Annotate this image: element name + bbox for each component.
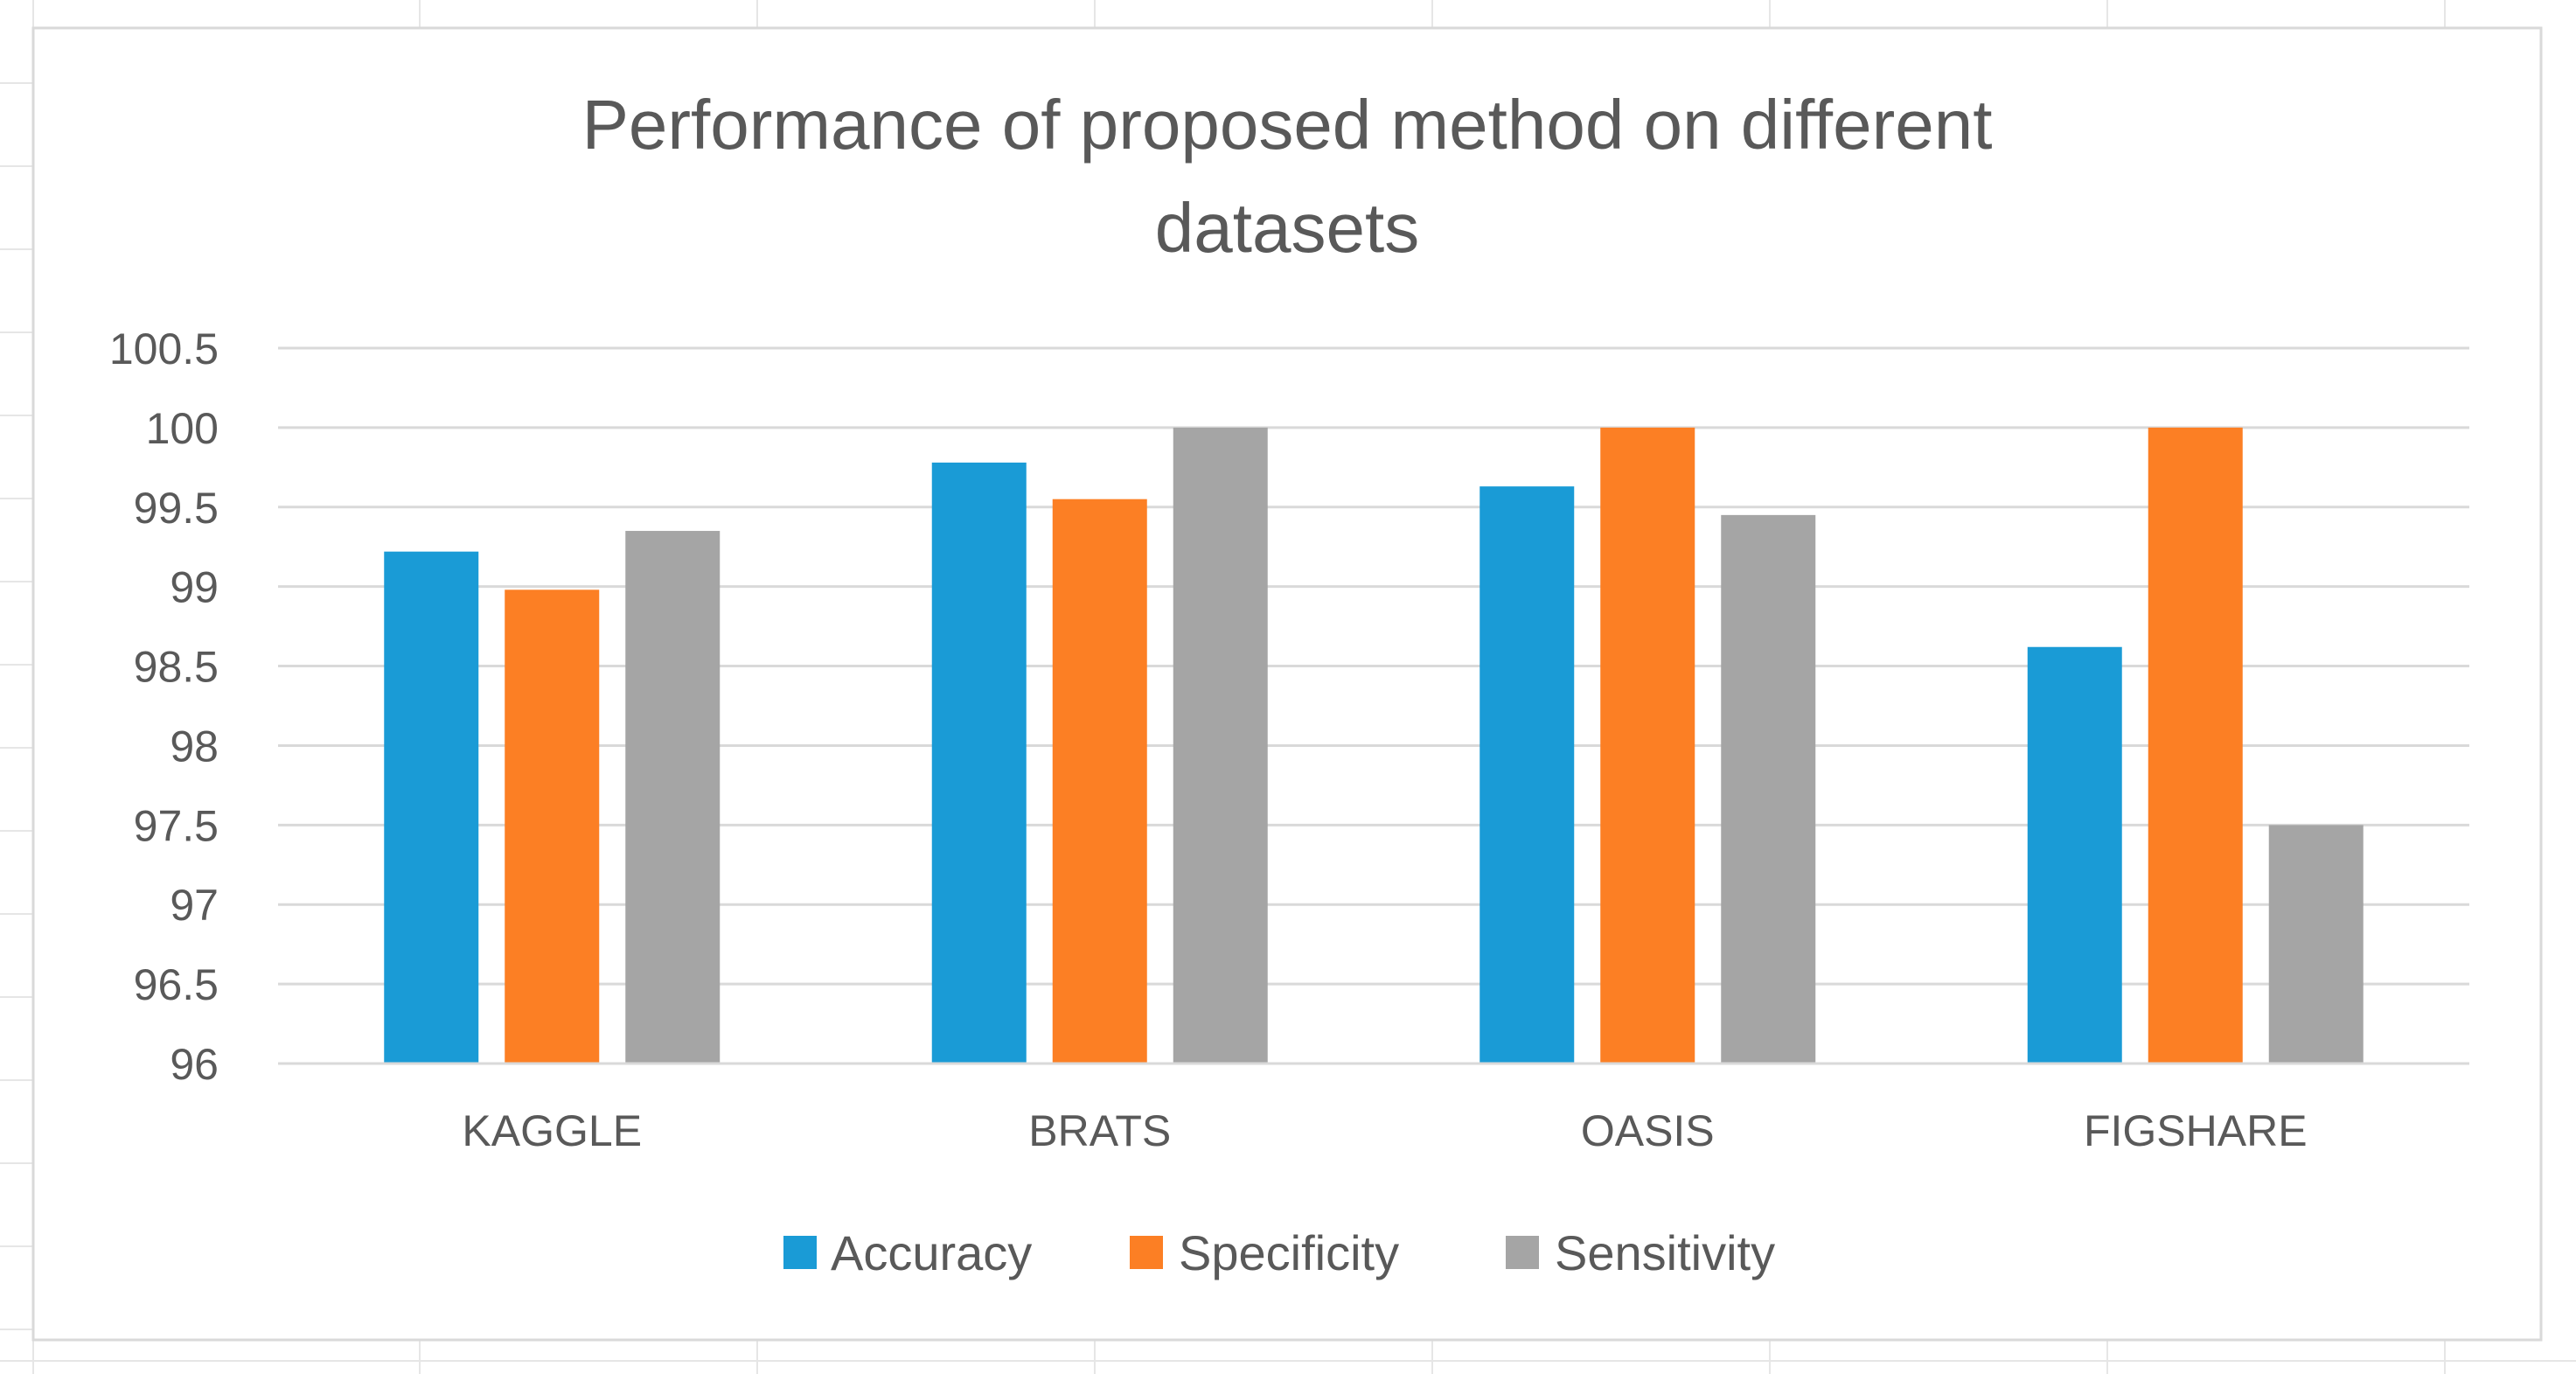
bar-accuracy-figshare[interactable] <box>2027 646 2122 1064</box>
bar-accuracy-oasis[interactable] <box>1479 486 1575 1064</box>
bar-accuracy-brats[interactable] <box>931 462 1027 1064</box>
y-tick-label: 96.5 <box>134 960 219 1009</box>
bar-specificity-brats[interactable] <box>1052 499 1147 1064</box>
x-category-label: OASIS <box>1581 1106 1715 1155</box>
legend-swatch-sensitivity[interactable] <box>1506 1236 1539 1269</box>
y-tick-label: 100.5 <box>109 324 219 373</box>
y-axis-tick-labels: 96 96.5 97 97.5 98 98.5 99 99.5 100 100.5 <box>109 324 219 1089</box>
bar-sensitivity-kaggle[interactable] <box>625 531 721 1064</box>
bar-sensitivity-oasis[interactable] <box>1721 514 1816 1064</box>
legend-label-specificity[interactable]: Specificity <box>1179 1225 1399 1280</box>
legend-label-sensitivity[interactable]: Sensitivity <box>1555 1225 1775 1280</box>
x-category-label: KAGGLE <box>462 1106 642 1155</box>
y-tick-label: 96 <box>170 1040 219 1089</box>
bar-specificity-figshare[interactable] <box>2148 427 2243 1064</box>
y-tick-label: 99.5 <box>134 484 219 533</box>
legend-label-accuracy[interactable]: Accuracy <box>831 1225 1032 1280</box>
bar-specificity-oasis[interactable] <box>1600 427 1695 1064</box>
y-tick-label: 98 <box>170 722 219 771</box>
y-tick-label: 97.5 <box>134 801 219 850</box>
y-tick-label: 99 <box>170 563 219 612</box>
bar-accuracy-kaggle[interactable] <box>384 551 479 1064</box>
bar-sensitivity-brats[interactable] <box>1173 427 1268 1064</box>
chart-title-line-2[interactable]: datasets <box>1155 189 1419 267</box>
x-axis-category-labels: KAGGLE BRATS OASIS FIGSHARE <box>462 1106 2307 1155</box>
legend-swatch-specificity[interactable] <box>1130 1236 1163 1269</box>
chart-title-line-1[interactable]: Performance of proposed method on differ… <box>582 86 1993 164</box>
y-tick-label: 100 <box>146 404 219 453</box>
y-tick-label: 98.5 <box>134 643 219 692</box>
bar-specificity-kaggle[interactable] <box>505 589 600 1064</box>
plot-area-bars[interactable] <box>384 427 2364 1064</box>
x-category-label: FIGSHARE <box>2084 1106 2308 1155</box>
x-category-label: BRATS <box>1028 1106 1171 1155</box>
legend-swatch-accuracy[interactable] <box>783 1236 817 1269</box>
chart-legend[interactable]: Accuracy Specificity Sensitivity <box>783 1225 1775 1280</box>
bar-sensitivity-figshare[interactable] <box>2268 825 2364 1064</box>
y-tick-label: 97 <box>170 881 219 930</box>
